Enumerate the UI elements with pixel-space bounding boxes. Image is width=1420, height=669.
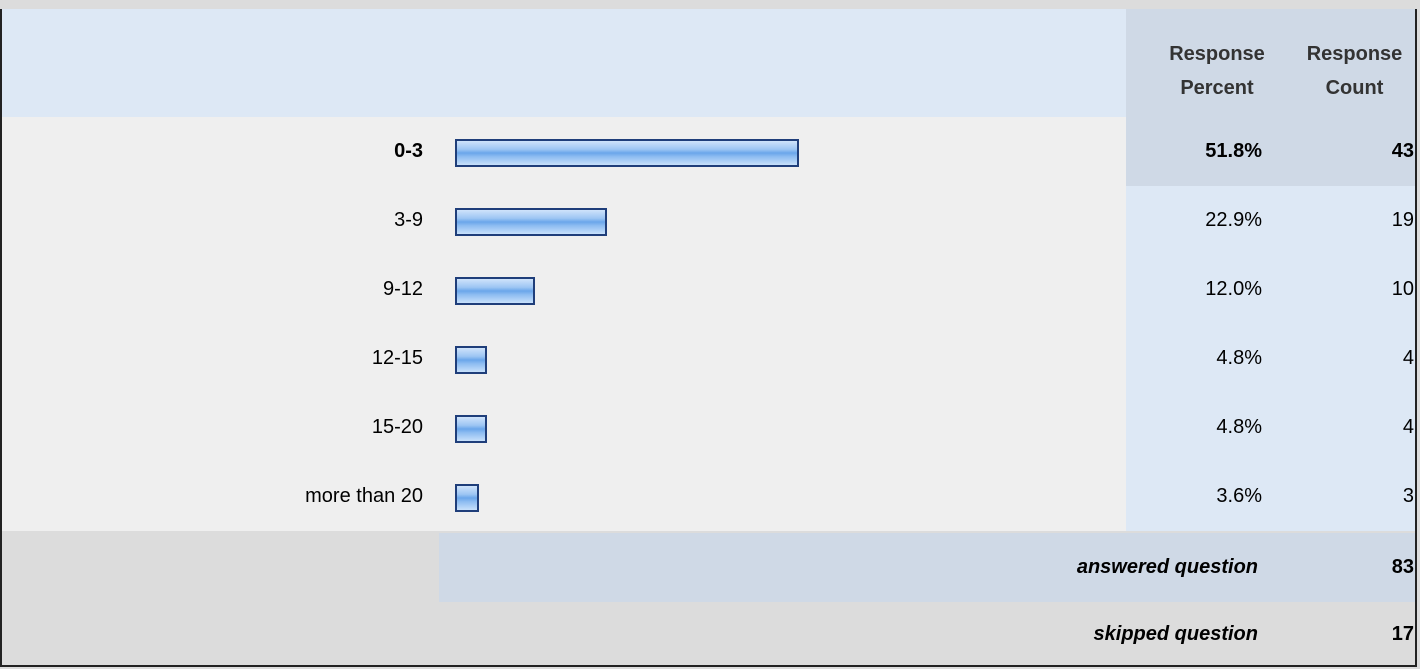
response-percent-value: 51.8% (1205, 140, 1262, 162)
answer-label: 9-12 (382, 278, 423, 300)
skipped-question-row: skipped question 17 (2, 602, 1415, 665)
stats-cell (1126, 324, 1415, 393)
answer-label: 12-15 (371, 347, 423, 369)
percent-bar (455, 415, 487, 443)
answer-row: 9-12 12.0% 10 (2, 255, 1415, 324)
answered-question-value: 83 (1391, 556, 1414, 578)
response-count-value: 4 (1402, 347, 1414, 369)
answer-label: 0-3 (394, 140, 423, 162)
stats-cell (1126, 186, 1415, 255)
survey-results-table: Response Percent Response Count 0-3 51.8%… (0, 9, 1417, 667)
stats-cell (1126, 393, 1415, 462)
response-count-value: 10 (1391, 278, 1414, 300)
response-count-value: 3 (1402, 485, 1414, 507)
answer-row: 12-15 4.8% 4 (2, 324, 1415, 393)
response-count-value: 43 (1391, 140, 1414, 162)
stats-cell (1126, 255, 1415, 324)
answer-row: 15-20 4.8% 4 (2, 393, 1415, 462)
percent-bar (455, 346, 487, 374)
response-percent-value: 3.6% (1216, 485, 1262, 507)
stats-cell (1126, 117, 1415, 186)
skipped-question-label: skipped question (1093, 623, 1258, 645)
percent-bar (455, 277, 535, 305)
skipped-question-value: 17 (1391, 623, 1414, 645)
header-stats-column (1126, 9, 1415, 117)
percent-bar (455, 484, 479, 512)
response-percent-value: 12.0% (1205, 278, 1262, 300)
answered-question-band (439, 533, 1415, 602)
answer-cell (2, 462, 1126, 531)
header-answer-column (2, 9, 1126, 117)
answer-label: more than 20 (305, 485, 423, 507)
percent-bar (455, 208, 607, 236)
answer-label: 15-20 (371, 416, 423, 438)
response-count-header: Response Count (1306, 43, 1403, 99)
response-percent-header: Response Percent (1169, 43, 1265, 99)
answer-label: 3-9 (394, 209, 423, 231)
response-percent-value: 4.8% (1216, 347, 1262, 369)
response-percent-value: 4.8% (1216, 416, 1262, 438)
answer-row: 0-3 51.8% 43 (2, 117, 1415, 186)
answer-row: more than 20 3.6% 3 (2, 462, 1415, 531)
answer-cell (2, 393, 1126, 462)
response-percent-value: 22.9% (1205, 209, 1262, 231)
percent-bar (455, 139, 799, 167)
answered-question-label: answered question (1076, 556, 1258, 578)
response-count-value: 19 (1391, 209, 1414, 231)
answer-cell (2, 255, 1126, 324)
answered-question-row: answered question 83 (2, 533, 1415, 602)
answer-row: 3-9 22.9% 19 (2, 186, 1415, 255)
response-count-value: 4 (1402, 416, 1414, 438)
answer-cell (2, 324, 1126, 393)
stats-cell (1126, 462, 1415, 531)
